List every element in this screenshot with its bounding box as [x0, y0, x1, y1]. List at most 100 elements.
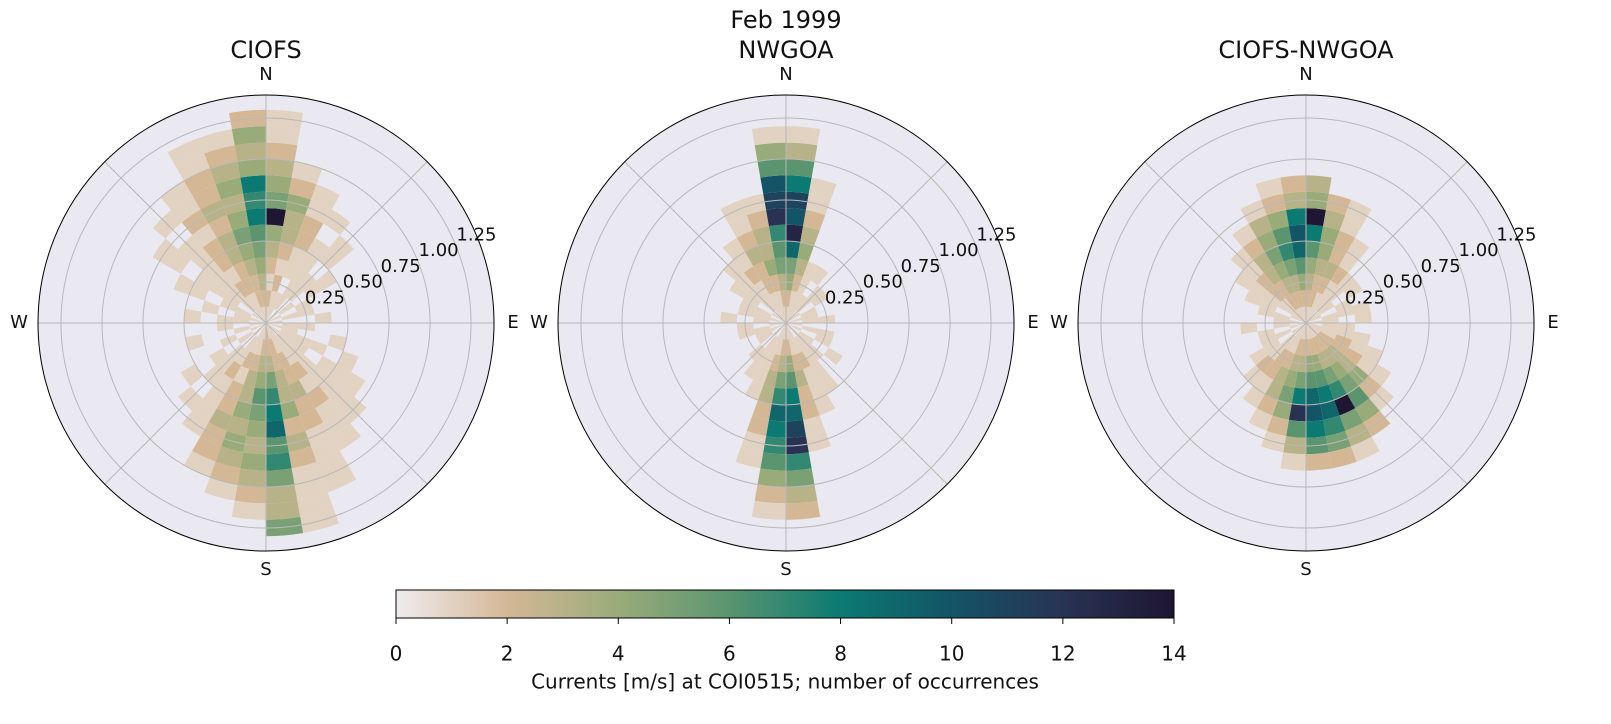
histogram-cell: [722, 237, 745, 261]
polar-frame: [1077, 94, 1535, 552]
colorbar-tick-label: 8: [834, 642, 847, 666]
histogram-cell: [1306, 468, 1334, 487]
histogram-cell: [1322, 323, 1339, 329]
histogram-cell: [788, 290, 798, 308]
r-tick-label: 0.75: [901, 256, 941, 277]
histogram-cell: [802, 317, 819, 323]
histogram-cell: [1242, 237, 1265, 261]
histogram-cell: [808, 379, 828, 401]
histogram-cell: [786, 484, 818, 504]
histogram-cell: [1300, 306, 1306, 323]
histogram-cell: [266, 484, 298, 504]
compass-label: S: [260, 559, 271, 580]
histogram-cell: [202, 385, 225, 409]
histogram-cell: [263, 306, 266, 323]
histogram-cell: [1306, 419, 1326, 438]
r-tick-label: 0.50: [863, 272, 903, 293]
histogram-cell: [1272, 400, 1292, 420]
histogram-cell: [780, 306, 786, 323]
histogram-cell: [1334, 394, 1356, 416]
histogram-cell: [786, 323, 802, 332]
histogram-cell: [1323, 415, 1346, 437]
histogram-cell: [768, 224, 786, 243]
histogram-cell: [192, 184, 222, 210]
histogram-cell: [1314, 335, 1328, 352]
histogram-cell: [1256, 230, 1278, 252]
histogram-cell: [271, 292, 283, 309]
histogram-cell: [294, 230, 316, 252]
histogram-cell: [754, 142, 786, 162]
compass-label: E: [1027, 312, 1038, 333]
histogram-cell: [168, 323, 186, 340]
histogram-cell: [1306, 323, 1323, 329]
histogram-cell: [234, 142, 266, 162]
histogram-cell: [215, 177, 244, 200]
histogram-cell: [274, 258, 289, 277]
histogram-cell: [283, 209, 306, 231]
histogram-cell: [1295, 308, 1306, 323]
histogram-cell: [266, 240, 281, 259]
histogram-cell: [1306, 307, 1315, 323]
histogram-cell: [786, 323, 803, 326]
histogram-cell: [249, 292, 261, 309]
histogram-cell: [766, 208, 786, 227]
histogram-cell: [1306, 323, 1317, 338]
histogram-cell: [271, 337, 283, 354]
histogram-cell: [282, 323, 299, 329]
histogram-cell: [216, 230, 238, 252]
histogram-cell: [1343, 280, 1363, 299]
grid-spoke: [104, 322, 267, 485]
histogram-cell: [783, 306, 786, 323]
histogram-cell: [1284, 335, 1298, 352]
histogram-cell: [753, 311, 771, 321]
histogram-cell: [1290, 314, 1306, 323]
grid-spoke: [624, 322, 787, 485]
histogram-cell: [171, 195, 201, 223]
histogram-cell: [802, 348, 818, 366]
histogram-cell: [240, 175, 266, 194]
histogram-cell: [1314, 369, 1329, 388]
histogram-cell: [1322, 261, 1339, 281]
histogram-cell: [274, 335, 288, 352]
histogram-cell: [1321, 325, 1339, 335]
histogram-cell: [688, 306, 706, 323]
histogram-cell: [1306, 314, 1322, 323]
r-tick-label: 1.25: [976, 225, 1016, 246]
histogram-cell: [208, 215, 233, 238]
histogram-cell: [175, 153, 210, 181]
histogram-cell: [794, 258, 809, 277]
histogram-cell: [395, 323, 413, 349]
histogram-cell: [228, 109, 266, 130]
histogram-cell: [1289, 320, 1306, 323]
histogram-cell: [764, 335, 778, 352]
histogram-cell: [1253, 251, 1274, 273]
histogram-cell: [1328, 446, 1357, 469]
histogram-cell: [226, 209, 249, 231]
histogram-cell: [194, 270, 216, 291]
histogram-cell: [246, 208, 266, 227]
histogram-cell: [1280, 452, 1306, 471]
histogram-cell: [786, 290, 792, 307]
histogram-cell: [757, 384, 775, 404]
histogram-cell: [1275, 328, 1292, 340]
colorbar-label: Currents [m/s] at COI0515; number of occ…: [531, 670, 1039, 694]
histogram-cell: [282, 261, 299, 281]
r-tick-label: 1.25: [1496, 225, 1536, 246]
histogram-cell: [786, 308, 797, 323]
histogram-cell: [1343, 347, 1363, 366]
histogram-cell: [786, 175, 812, 194]
histogram-cell: [167, 138, 205, 167]
histogram-cell: [327, 334, 347, 352]
histogram-cell: [202, 237, 225, 261]
histogram-cell: [1256, 394, 1278, 416]
histogram-cell: [1352, 300, 1371, 315]
histogram-cell: [1142, 323, 1161, 351]
histogram-cell: [294, 394, 316, 416]
histogram-cell: [589, 289, 608, 323]
compass-label: W: [530, 312, 548, 333]
histogram-cell: [260, 290, 266, 307]
histogram-cell: [224, 245, 244, 267]
histogram-cell: [277, 384, 295, 404]
histogram-cell: [240, 452, 266, 471]
histogram-cell: [266, 419, 286, 438]
